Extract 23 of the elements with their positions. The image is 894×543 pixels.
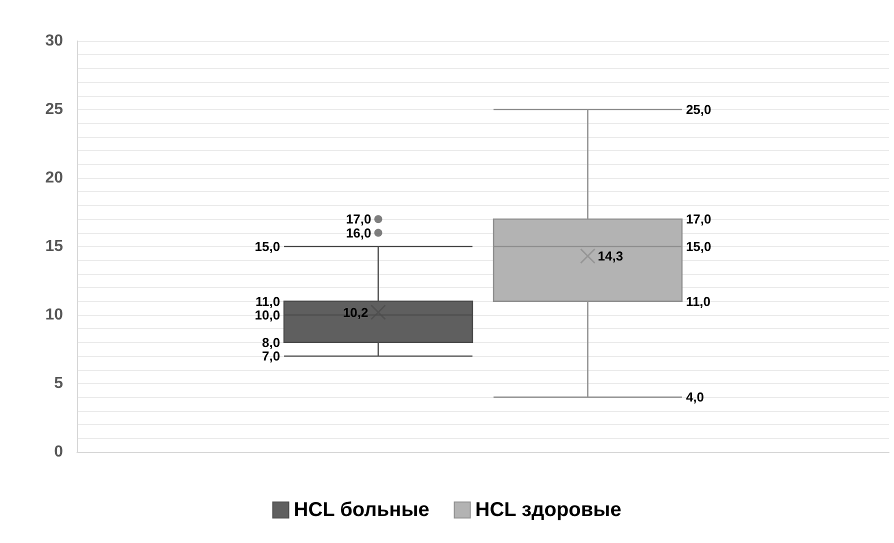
y-tick-label: 30: [45, 32, 64, 50]
annotation: 10,2: [342, 304, 368, 320]
y-tick-label: 10: [45, 306, 64, 324]
annotation: 15,0: [686, 239, 712, 254]
annotation: 4,0: [686, 390, 704, 405]
annotation: 11,0: [255, 294, 280, 309]
annotation: 15,0: [254, 239, 280, 254]
y-tick-label: 25: [45, 101, 64, 118]
y-tick-label: 15: [45, 238, 64, 255]
legend-label: HCL здоровые: [475, 499, 622, 521]
annotation: 11,0: [686, 294, 711, 309]
annotation: 17,0: [686, 212, 712, 227]
annotation: 16,0: [346, 225, 372, 240]
y-tick-label: 5: [54, 375, 64, 392]
annotation: 14,3: [598, 248, 624, 264]
annotation: 8,0: [262, 334, 280, 350]
annotation: 25,0: [686, 102, 712, 117]
y-tick-label: 20: [45, 170, 64, 186]
annotation: 17,0: [346, 212, 372, 227]
y-tick-label: 0: [54, 444, 64, 460]
legend-label: HCL больные: [294, 499, 430, 521]
annotation: 10,0: [254, 308, 280, 322]
annotation: 7,0: [262, 348, 280, 364]
